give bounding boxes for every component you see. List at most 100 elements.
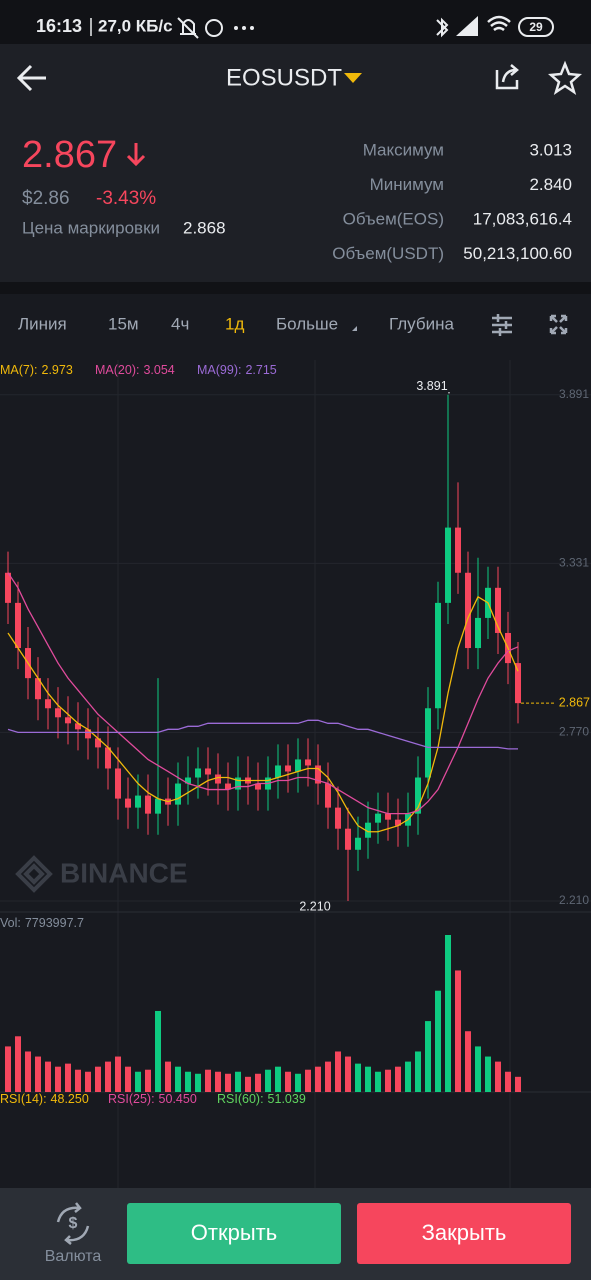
y-tick-label: 2.210 bbox=[559, 893, 589, 907]
candle-body bbox=[235, 777, 241, 790]
volume-bar bbox=[75, 1069, 81, 1092]
volume-bar bbox=[235, 1071, 241, 1092]
symbol[interactable]: EOSUSDT bbox=[226, 64, 342, 91]
candle-body bbox=[155, 798, 161, 814]
volume-legend: Vol: 7793997.7 bbox=[0, 916, 84, 930]
candle-body bbox=[205, 768, 211, 775]
volume-bar bbox=[85, 1071, 91, 1092]
status-bar bbox=[0, 0, 591, 44]
candle-body bbox=[135, 795, 141, 808]
volume-bar bbox=[355, 1063, 361, 1092]
stat-label: Минимум bbox=[370, 175, 444, 194]
tab[interactable]: Глубина bbox=[389, 314, 454, 333]
close-label[interactable]: Закрыть bbox=[422, 1220, 507, 1245]
candle-body bbox=[115, 768, 121, 799]
ma-line bbox=[7, 719, 518, 750]
volume-bar bbox=[265, 1069, 271, 1092]
close-button[interactable] bbox=[357, 1203, 571, 1264]
candle-body bbox=[35, 678, 41, 700]
chart-panel bbox=[0, 294, 591, 1188]
open-label[interactable]: Открыть bbox=[191, 1220, 277, 1245]
ma-legend: MA(99): 2.715 bbox=[197, 363, 277, 377]
y-tick-label: 3.331 bbox=[559, 556, 589, 570]
rsi-value: 48.250 bbox=[51, 1092, 89, 1106]
status-time: 16:13 bbox=[36, 16, 82, 36]
tab[interactable]: 4ч bbox=[171, 314, 189, 333]
candle-body bbox=[85, 729, 91, 739]
volume-bar bbox=[15, 1036, 21, 1092]
candle-body bbox=[215, 774, 221, 784]
usd-price: $2.86 bbox=[22, 188, 70, 209]
volume-bar bbox=[485, 1056, 491, 1092]
candle-body bbox=[255, 783, 261, 790]
candle-body bbox=[45, 699, 51, 709]
ma-line bbox=[7, 595, 519, 833]
tab[interactable]: Больше bbox=[276, 314, 338, 333]
stat-value: 17,083,616.4 bbox=[473, 209, 572, 228]
ma-line bbox=[7, 572, 519, 815]
candle-body bbox=[275, 765, 281, 778]
ma-name: MA(99): bbox=[197, 363, 241, 377]
volume-bar bbox=[55, 1066, 61, 1092]
volume-bar bbox=[305, 1069, 311, 1092]
volume-bar bbox=[315, 1066, 321, 1092]
volume-bar bbox=[125, 1066, 131, 1092]
volume-bar bbox=[505, 1071, 511, 1092]
volume-bar bbox=[105, 1061, 111, 1092]
volume-label: Vol: bbox=[0, 916, 21, 930]
stat-value: 50,213,100.60 bbox=[463, 244, 572, 263]
share-button[interactable] bbox=[495, 64, 519, 90]
volume-bar bbox=[35, 1056, 41, 1092]
volume-bar bbox=[155, 1010, 161, 1092]
stat-label: Максимум bbox=[363, 140, 444, 159]
candle-body bbox=[345, 828, 351, 850]
candle-body bbox=[185, 777, 191, 784]
last-price-label: 2.867 bbox=[559, 695, 590, 709]
ma-name: MA(7): bbox=[0, 363, 38, 377]
tab[interactable]: 1д bbox=[225, 314, 244, 333]
volume-bar bbox=[25, 1051, 31, 1092]
candle-body bbox=[475, 617, 481, 649]
volume-bar bbox=[405, 1061, 411, 1092]
symbol-dropdown[interactable] bbox=[344, 73, 362, 83]
candle-body bbox=[455, 527, 461, 573]
candle-body bbox=[465, 572, 471, 649]
battery-level: 29 bbox=[529, 20, 543, 34]
volume-bar bbox=[115, 1056, 121, 1092]
volume-bar bbox=[325, 1061, 331, 1092]
more-corner bbox=[352, 326, 357, 331]
dot bbox=[234, 26, 238, 30]
back-button[interactable] bbox=[16, 64, 46, 92]
candle-body bbox=[365, 822, 371, 838]
volume-bar bbox=[495, 1061, 501, 1092]
volume-bar bbox=[435, 990, 441, 1092]
wifi-icon bbox=[487, 15, 511, 32]
stat-label: Объем(USDT) bbox=[332, 244, 444, 263]
candle-body bbox=[495, 587, 501, 633]
volume-bar bbox=[195, 1073, 201, 1092]
favorite-button[interactable] bbox=[548, 60, 582, 95]
status-speed: 27,0 КБ/с bbox=[98, 16, 173, 35]
currency-label[interactable]: Валюта bbox=[45, 1248, 102, 1265]
volume-bar bbox=[425, 1021, 431, 1092]
volume-bar bbox=[205, 1069, 211, 1092]
candle-body bbox=[295, 759, 301, 772]
candle-body bbox=[415, 777, 421, 814]
currency-icon[interactable] bbox=[56, 1202, 90, 1245]
ma-legend: MA(7): 2.973 bbox=[0, 363, 73, 377]
volume-bar bbox=[295, 1073, 301, 1092]
volume-bar bbox=[215, 1071, 221, 1092]
volume-bar bbox=[475, 1046, 481, 1092]
settings-button[interactable] bbox=[492, 314, 512, 336]
watermark-logo bbox=[15, 855, 53, 893]
candle-body bbox=[425, 708, 431, 778]
tab[interactable]: 15м bbox=[108, 314, 139, 333]
stat-label: Объем(EOS) bbox=[343, 209, 444, 228]
volume-bar bbox=[95, 1066, 101, 1092]
dot bbox=[250, 26, 254, 30]
open-button[interactable] bbox=[127, 1203, 341, 1264]
mark-price: 2.868 bbox=[183, 218, 226, 237]
tab[interactable]: Линия bbox=[18, 314, 67, 333]
fullscreen-button[interactable] bbox=[549, 314, 568, 335]
